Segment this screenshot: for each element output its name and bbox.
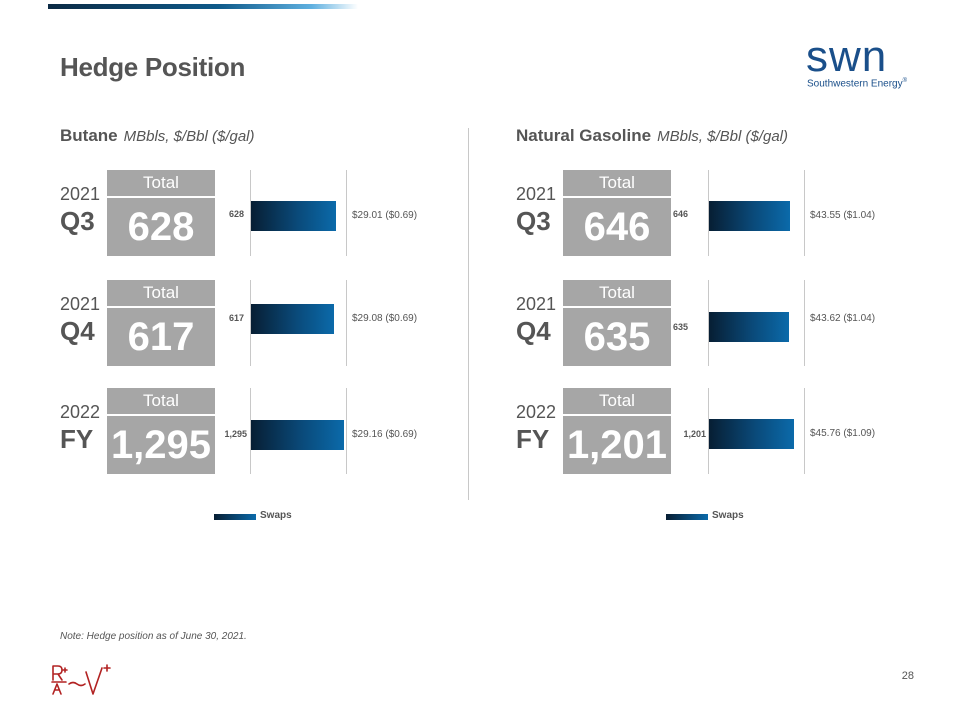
- bar-axis: [250, 388, 251, 474]
- total-value: 617: [107, 308, 215, 366]
- top-accent-bar: [48, 4, 358, 9]
- period-year: 2021: [60, 294, 101, 314]
- period-year: 2021: [516, 184, 557, 204]
- price-axis: [346, 280, 347, 366]
- total-value: 646: [563, 198, 671, 256]
- total-label: Total: [563, 170, 671, 196]
- page-title: Hedge Position: [60, 52, 246, 82]
- total-label: Total: [563, 388, 671, 414]
- total-value: 635: [563, 308, 671, 366]
- total-label: Total: [563, 280, 671, 306]
- bar-axis: [250, 280, 251, 366]
- bar-axis: [708, 280, 709, 366]
- panel-divider: [468, 128, 469, 500]
- natural-gasoline-heading: Natural Gasoline MBbls, $/Bbl ($/gal): [516, 126, 788, 145]
- price-axis: [804, 280, 805, 366]
- legend-label: Swaps: [712, 510, 744, 521]
- logo-subtitle: Southwestern Energy®: [807, 78, 908, 90]
- butane-row-2021-q3: 2021 Q3 Total 628 628 $29.01 ($0.69): [60, 170, 480, 260]
- butane-row-2021-q4: 2021 Q4 Total 617 617 $29.08 ($0.69): [60, 280, 480, 370]
- footnote: Note: Hedge position as of June 30, 2021…: [60, 631, 247, 642]
- gasoline-row-2022-fy: 2022 FY Total 1,201 1,201 $45.76 ($1.09): [516, 388, 936, 478]
- swap-price: $29.01 ($0.69): [352, 210, 418, 221]
- price-axis: [804, 170, 805, 256]
- page-number: 28: [901, 670, 914, 682]
- total-box: Total 635: [563, 280, 671, 370]
- bar-axis: [708, 170, 709, 256]
- swap-bar: [709, 312, 789, 342]
- bar-value-label: 628: [228, 209, 244, 219]
- total-value: 1,201: [563, 416, 671, 474]
- natural-gasoline-panel: Natural Gasoline MBbls, $/Bbl ($/gal) 202…: [516, 126, 936, 526]
- swap-price: $43.55 ($1.04): [810, 210, 876, 221]
- gasoline-row-2021-q3: 2021 Q3 Total 646 646 $43.55 ($1.04): [516, 170, 936, 260]
- swap-price: $45.76 ($1.09): [810, 428, 876, 439]
- swap-price: $29.08 ($0.69): [352, 313, 418, 324]
- swap-bar: [251, 304, 334, 334]
- total-value: 1,295: [107, 416, 215, 474]
- total-label: Total: [107, 388, 215, 414]
- bar-axis: [250, 170, 251, 256]
- period-label: FY: [516, 424, 550, 454]
- period-year: 2021: [516, 294, 557, 314]
- period-label: Q4: [516, 316, 551, 346]
- period-label: FY: [60, 424, 94, 454]
- legend-swatch: [214, 514, 256, 520]
- bar-value-label: 646: [672, 209, 688, 219]
- total-box: Total 646: [563, 170, 671, 260]
- total-box: Total 1,201: [563, 388, 671, 478]
- swap-price: $29.16 ($0.69): [352, 429, 418, 440]
- legend-label: Swaps: [260, 510, 292, 521]
- price-axis: [346, 388, 347, 474]
- swap-bar: [251, 201, 336, 231]
- total-box: Total 628: [107, 170, 215, 260]
- period-label: Q4: [60, 316, 95, 346]
- period-year: 2022: [60, 402, 101, 422]
- total-box: Total 1,295: [107, 388, 215, 478]
- total-value: 628: [107, 198, 215, 256]
- bar-value-label: 1,201: [683, 429, 706, 439]
- period-year: 2021: [60, 184, 101, 204]
- period-label: Q3: [60, 206, 95, 236]
- swap-bar: [251, 420, 344, 450]
- gasoline-row-2021-q4: 2021 Q4 Total 635 635 $43.62 ($1.04): [516, 280, 936, 370]
- price-axis: [346, 170, 347, 256]
- bar-value-label: 1,295: [224, 429, 247, 439]
- price-axis: [804, 388, 805, 474]
- period-label: Q3: [516, 206, 551, 236]
- butane-heading: Butane MBbls, $/Bbl ($/gal): [60, 126, 255, 145]
- butane-row-2022-fy: 2022 FY Total 1,295 1,295 $29.16 ($0.69): [60, 388, 480, 478]
- bar-axis: [708, 388, 709, 474]
- total-box: Total 617: [107, 280, 215, 370]
- swap-bar: [709, 201, 790, 231]
- rav-logo-icon: [51, 664, 111, 695]
- legend-swatch: [666, 514, 708, 520]
- period-year: 2022: [516, 402, 557, 422]
- logo-wordmark: swn: [806, 32, 888, 81]
- butane-panel: Butane MBbls, $/Bbl ($/gal) 2021 Q3 Total…: [60, 126, 480, 526]
- bar-value-label: 635: [672, 322, 688, 332]
- swn-logo: swn Southwestern Energy®: [806, 32, 916, 94]
- total-label: Total: [107, 280, 215, 306]
- bar-value-label: 617: [228, 313, 244, 323]
- total-label: Total: [107, 170, 215, 196]
- swap-bar: [709, 419, 794, 449]
- swap-price: $43.62 ($1.04): [810, 313, 876, 324]
